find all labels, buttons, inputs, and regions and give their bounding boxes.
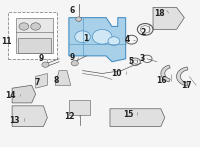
Text: 10: 10 [111, 69, 122, 78]
Polygon shape [12, 85, 36, 103]
Polygon shape [18, 38, 51, 53]
Polygon shape [177, 67, 188, 86]
Polygon shape [153, 7, 184, 29]
Text: 12: 12 [64, 112, 75, 121]
Circle shape [92, 29, 112, 44]
Polygon shape [161, 65, 170, 82]
Polygon shape [16, 18, 53, 53]
Polygon shape [36, 74, 47, 88]
Circle shape [19, 23, 29, 30]
Text: 13: 13 [9, 116, 20, 125]
Text: 6: 6 [70, 6, 75, 15]
Text: 3: 3 [140, 54, 145, 63]
Polygon shape [12, 106, 47, 126]
Text: 5: 5 [128, 57, 133, 66]
Text: 16: 16 [156, 76, 167, 85]
Text: 2: 2 [140, 28, 145, 37]
Circle shape [42, 62, 49, 67]
Circle shape [75, 31, 90, 43]
Text: 11: 11 [2, 37, 12, 46]
Circle shape [31, 23, 41, 30]
Polygon shape [69, 100, 90, 115]
Text: 18: 18 [154, 9, 165, 18]
Text: 7: 7 [34, 78, 40, 87]
Text: 15: 15 [123, 110, 133, 119]
Polygon shape [55, 71, 71, 85]
Text: 1: 1 [83, 34, 88, 43]
Circle shape [108, 37, 120, 46]
Text: 14: 14 [6, 91, 16, 100]
FancyBboxPatch shape [8, 12, 57, 59]
Text: 9: 9 [38, 54, 43, 63]
Text: 9: 9 [70, 53, 75, 62]
Text: 8: 8 [54, 76, 59, 85]
Circle shape [76, 17, 82, 21]
Text: 17: 17 [182, 81, 192, 90]
Circle shape [71, 61, 78, 66]
Polygon shape [110, 109, 165, 126]
Text: 4: 4 [124, 35, 130, 44]
Polygon shape [69, 18, 126, 62]
